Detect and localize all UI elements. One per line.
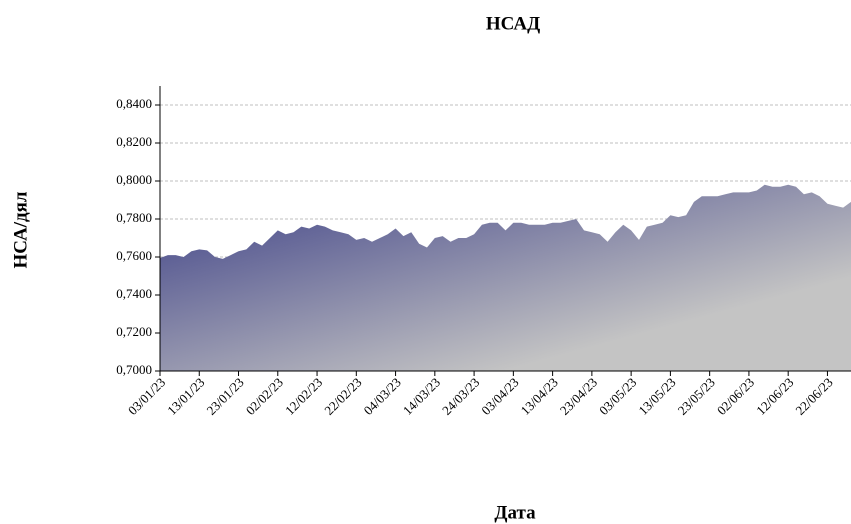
x-tick-label: 23/05/23 <box>675 375 718 418</box>
x-tick-label: 13/04/23 <box>518 375 561 418</box>
chart-title: НСАД <box>486 13 540 34</box>
y-tick-label: 0,7800 <box>116 210 152 225</box>
y-tick-label: 0,7200 <box>116 324 152 339</box>
x-tick-label: 03/01/23 <box>125 375 168 418</box>
area <box>160 184 851 371</box>
x-axis-label: Дата <box>494 502 536 523</box>
y-tick-label: 0,8400 <box>116 96 152 111</box>
y-tick-label: 0,7400 <box>116 286 152 301</box>
x-tick-label: 03/04/23 <box>478 375 521 418</box>
y-axis-label: НСА/дял <box>10 191 31 268</box>
x-tick-label: 12/02/23 <box>282 375 325 418</box>
x-tick-label: 22/06/23 <box>792 375 835 418</box>
x-tick-label: 02/06/23 <box>714 375 757 418</box>
x-tick-label: 23/04/23 <box>557 375 600 418</box>
x-tick-label: 23/01/23 <box>203 375 246 418</box>
x-tick-label: 12/06/23 <box>753 375 796 418</box>
x-tick-label: 24/03/23 <box>439 375 482 418</box>
x-tick-label: 03/05/23 <box>596 375 639 418</box>
y-tick-label: 0,8200 <box>116 134 152 149</box>
y-tick-label: 0,8000 <box>116 172 152 187</box>
y-tick-label: 0,7600 <box>116 248 152 263</box>
x-tick-label: 13/05/23 <box>635 375 678 418</box>
x-tick-label: 02/02/23 <box>243 375 286 418</box>
x-tick-label: 14/03/23 <box>400 375 443 418</box>
x-tick-label: 13/01/23 <box>164 375 207 418</box>
x-tick-label: 22/02/23 <box>321 375 364 418</box>
x-tick-label: 04/03/23 <box>361 375 404 418</box>
y-tick-label: 0,7000 <box>116 362 152 377</box>
